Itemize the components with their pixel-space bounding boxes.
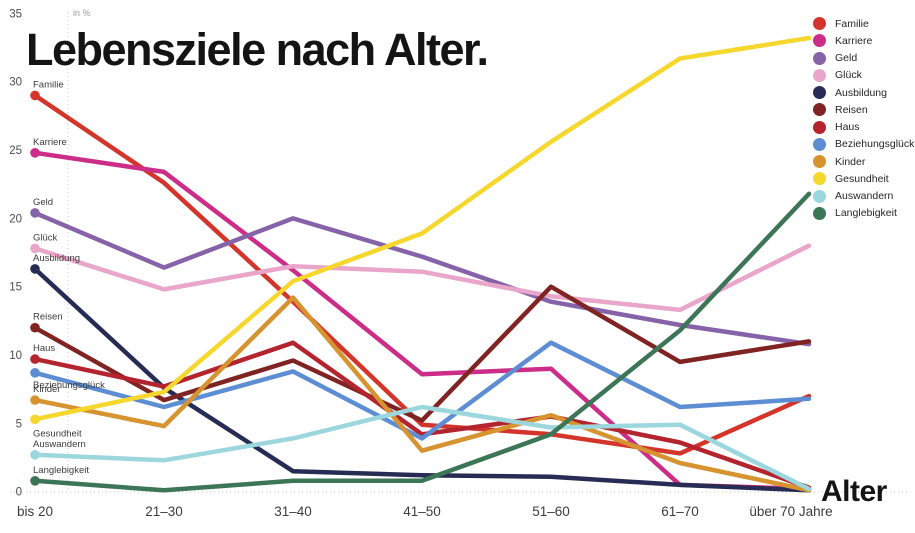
legend-item-label: Auswandern [835,190,894,203]
series-line [32,191,812,493]
legend-item: Gesundheit [813,170,914,187]
chart-title: Lebensziele nach Alter. [26,24,489,75]
series-line [32,93,812,456]
series-start-label: Glück [33,232,58,243]
series-start-label: Geld [33,197,53,208]
legend-dot [813,120,826,134]
y-tick-label: 20 [9,213,22,225]
series-line [32,35,812,422]
legend-dot [813,155,826,169]
x-tick-label: 51–60 [532,504,570,519]
series-start-dot [30,368,40,378]
legend-item: Langlebigkeit [813,205,914,222]
legend-dot [813,51,826,65]
y-tick-label: 35 [9,8,22,20]
legend-item: Geld [813,50,914,67]
series-start-dot [30,476,40,486]
legend-item: Beziehungsglück [813,136,914,153]
x-tick-label: 61–70 [661,504,699,519]
series-start-dot [30,414,40,425]
x-tick-label: bis 20 [17,504,53,519]
legend-item: Reisen [813,101,914,118]
series-start-dot [30,354,40,364]
legend-dot [813,172,826,186]
legend-dot [813,68,826,82]
legend-dot [813,206,826,220]
legend-item: Haus [813,119,914,136]
x-tick-label: 31–40 [274,504,312,519]
y-tick-label: 0 [16,487,22,499]
series-start-dot [30,148,40,158]
x-tick-label: über 70 Jahre [749,504,832,519]
x-axis-title: Alter [821,475,887,508]
series-start-label: Gesundheit [33,428,82,439]
series-start-label: Ausbildung [33,253,80,264]
legend-dot [813,17,826,31]
legend-item-label: Haus [835,121,860,134]
series-start-label: Reisen [33,312,63,323]
y-tick-label: 30 [9,77,22,89]
legend-item: Karriere [813,32,914,49]
series-start-label: Beziehungsglück [33,380,105,391]
legend-item: Kinder [813,153,914,170]
legend-dot [813,103,826,117]
y-tick-label: 15 [9,282,22,294]
series-start-dot [30,264,40,274]
legend-item-label: Glück [835,69,862,82]
legend-dot [813,189,826,203]
legend-item-label: Gesundheit [835,172,889,185]
series-start-dot [30,450,40,460]
series-line [32,340,812,441]
series-line [32,340,812,490]
series-start-label: Kinder [33,384,60,395]
series-start-dot [30,395,40,405]
series-line [32,284,812,423]
legend-item-label: Reisen [835,103,868,116]
legend-item: Auswandern [813,188,914,205]
legend-item-label: Langlebigkeit [835,207,897,220]
series-start-label: Familie [33,79,64,90]
legend-item: Ausbildung [813,84,914,101]
legend-item: Glück [813,67,914,84]
legend-dot [813,137,826,151]
legend-dot [813,34,826,48]
series-line [32,243,812,313]
legend-item-label: Geld [835,52,858,65]
x-tick-label: 21–30 [145,504,183,519]
series-start-label: Karriere [33,137,67,148]
legend-item: Familie [813,15,914,32]
y-tick-label: 10 [9,350,22,362]
y-tick-label: 5 [16,418,22,430]
series-start-dot [30,90,40,101]
y-axis-unit-label: in % [73,8,91,18]
legend-item-label: Familie [835,17,869,30]
legend-item-label: Ausbildung [835,86,887,99]
series-start-dot [30,208,40,218]
y-tick-label: 25 [9,145,22,157]
series-start-dot [30,243,40,254]
legend-dot [813,86,826,100]
series-start-label: Langlebigkeit [33,465,89,476]
series-line [32,404,812,492]
series-line [32,295,812,493]
series-start-label: Haus [33,343,55,354]
series-line [32,210,812,347]
legend-item-label: Karriere [835,34,873,47]
legend: Familie Karriere Geld Glück Ausbildung Reisen… [813,15,914,222]
legend-item-label: Kinder [835,155,866,168]
legend-item-label: Beziehungsglück [835,138,915,151]
series-start-dot [30,322,40,333]
series-start-label: Auswandern [33,439,86,450]
x-tick-label: 41–50 [403,504,441,519]
